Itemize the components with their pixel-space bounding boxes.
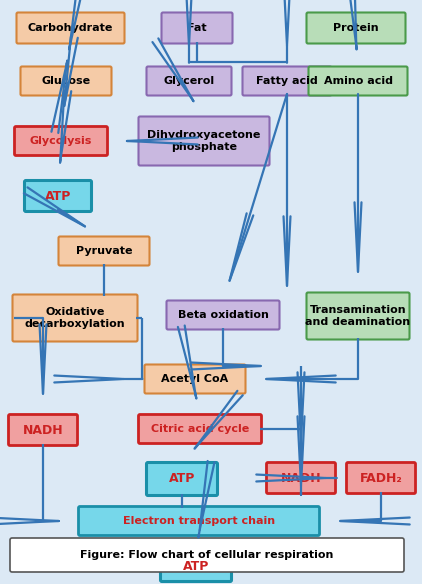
Text: Glycolysis: Glycolysis (30, 136, 92, 146)
FancyBboxPatch shape (24, 180, 92, 211)
FancyBboxPatch shape (146, 463, 217, 495)
FancyBboxPatch shape (8, 415, 78, 446)
Text: Glucose: Glucose (41, 76, 91, 86)
Text: Citric acid cycle: Citric acid cycle (151, 424, 249, 434)
FancyBboxPatch shape (167, 301, 279, 329)
FancyBboxPatch shape (162, 12, 233, 43)
Text: Protein: Protein (333, 23, 379, 33)
Text: ATP: ATP (183, 559, 209, 572)
FancyBboxPatch shape (308, 67, 408, 96)
Text: Fatty acid: Fatty acid (256, 76, 318, 86)
Text: NADH: NADH (23, 423, 63, 436)
Text: Dihydroxyacetone
phosphate: Dihydroxyacetone phosphate (147, 130, 261, 152)
FancyBboxPatch shape (306, 293, 409, 339)
Text: Pyruvate: Pyruvate (76, 246, 132, 256)
FancyBboxPatch shape (346, 463, 416, 493)
FancyBboxPatch shape (146, 67, 232, 96)
Text: NADH: NADH (281, 471, 321, 485)
FancyBboxPatch shape (144, 364, 246, 394)
FancyBboxPatch shape (13, 294, 138, 342)
Text: Fat: Fat (187, 23, 207, 33)
FancyBboxPatch shape (59, 237, 149, 266)
Text: Transamination
and deamination: Transamination and deamination (306, 305, 411, 327)
FancyBboxPatch shape (138, 415, 262, 443)
Text: Glycerol: Glycerol (163, 76, 214, 86)
Text: Beta oxidation: Beta oxidation (178, 310, 268, 320)
Text: Acetyl CoA: Acetyl CoA (161, 374, 229, 384)
Text: Carbohydrate: Carbohydrate (28, 23, 113, 33)
Text: ATP: ATP (45, 189, 71, 203)
Text: ATP: ATP (169, 472, 195, 485)
FancyBboxPatch shape (160, 551, 232, 582)
FancyBboxPatch shape (243, 67, 332, 96)
FancyBboxPatch shape (267, 463, 335, 493)
FancyBboxPatch shape (138, 116, 270, 165)
Text: Oxidative
decarboxylation: Oxidative decarboxylation (25, 307, 125, 329)
FancyBboxPatch shape (14, 127, 108, 155)
Text: FADH₂: FADH₂ (360, 471, 402, 485)
FancyBboxPatch shape (10, 538, 404, 572)
Text: Amino acid: Amino acid (324, 76, 392, 86)
FancyBboxPatch shape (78, 506, 319, 536)
Text: Figure: Flow chart of cellular respiration: Figure: Flow chart of cellular respirati… (80, 550, 334, 560)
Text: Electron transport chain: Electron transport chain (123, 516, 275, 526)
FancyBboxPatch shape (306, 12, 406, 43)
FancyBboxPatch shape (16, 12, 124, 43)
FancyBboxPatch shape (21, 67, 111, 96)
